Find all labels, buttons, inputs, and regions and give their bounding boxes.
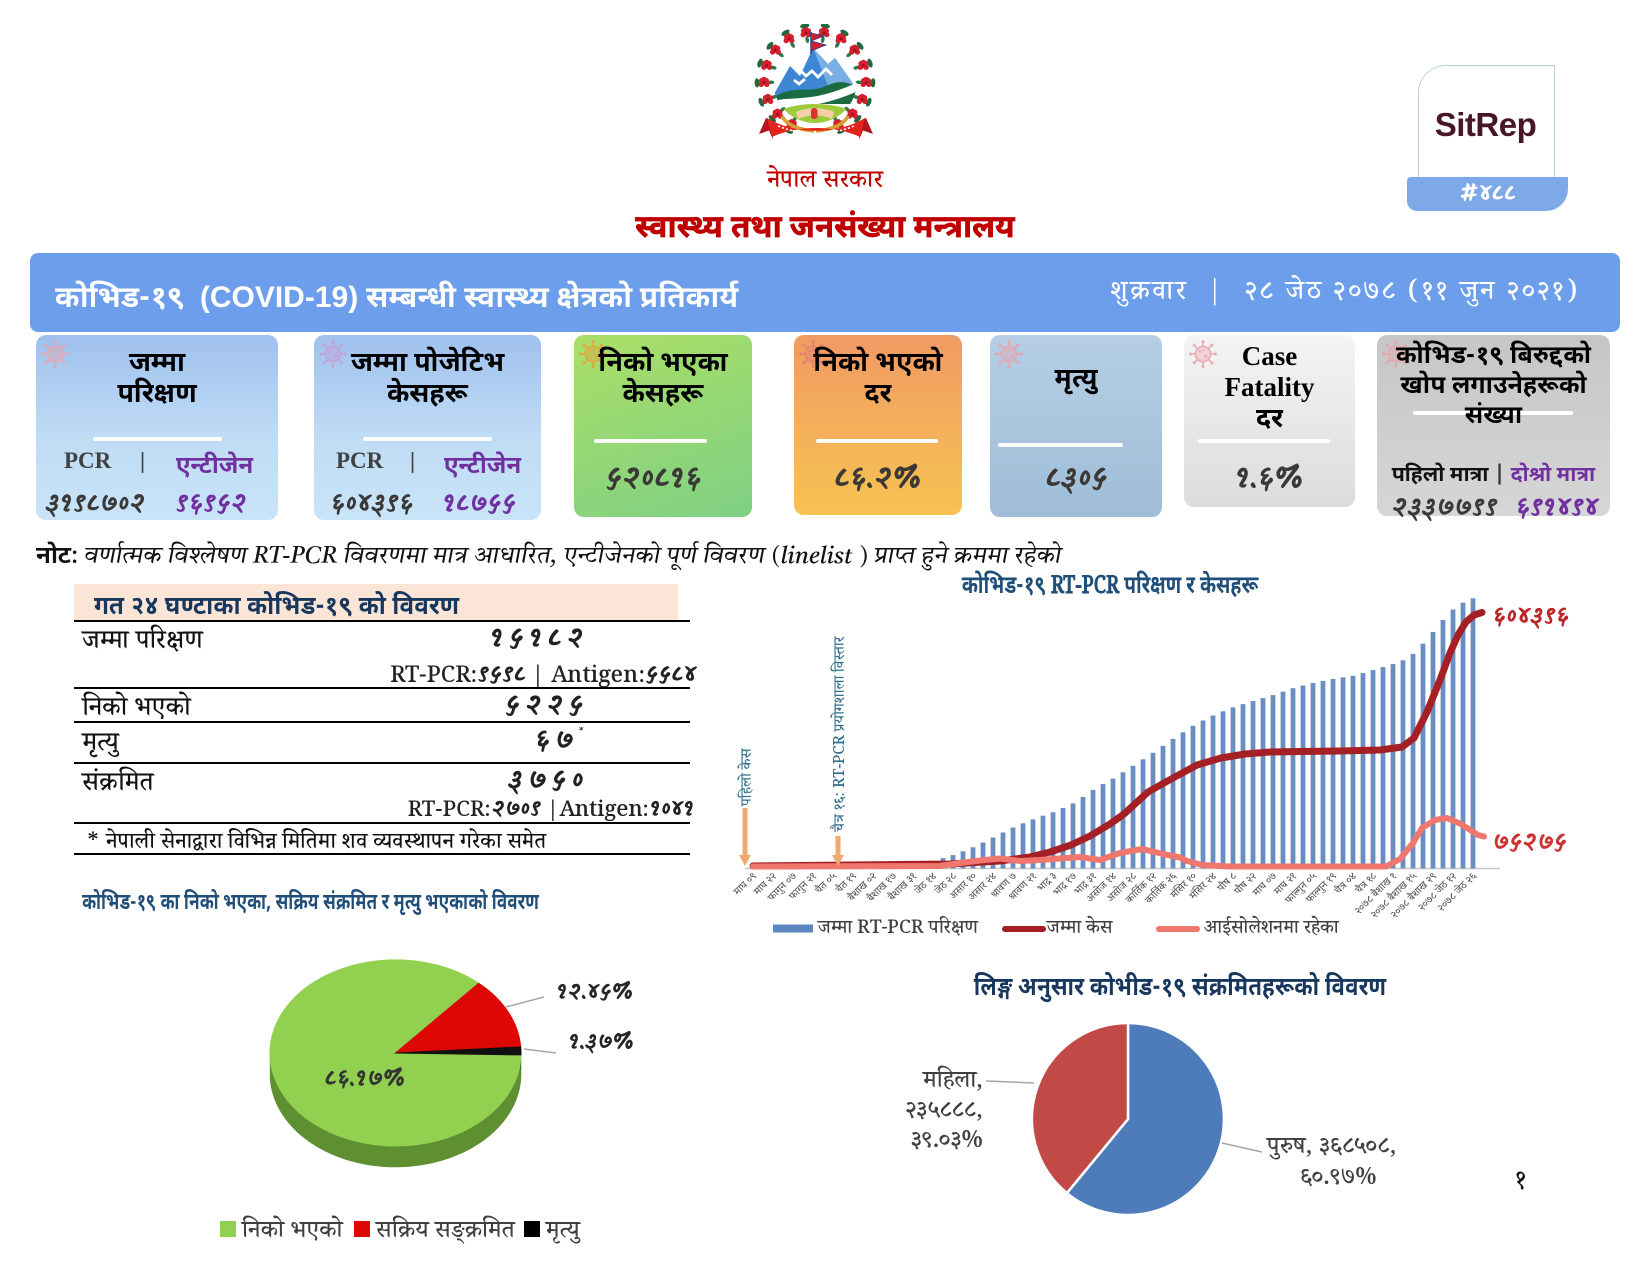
svg-text:३९.०३%: ३९.०३% bbox=[911, 1125, 983, 1162]
svg-text:कोभिड-१९ RT-PCR परिक्षण र केसह: कोभिड-१९ RT-PCR परिक्षण र केसहरू bbox=[962, 566, 1259, 609]
svg-text:महिला,: महिला, bbox=[922, 1065, 983, 1102]
svg-text:पुरुष, ३६८५०८,: पुरुष, ३६८५०८, bbox=[1266, 1131, 1396, 1168]
svg-text:जम्मा केस: जम्मा केस bbox=[1046, 915, 1114, 945]
svg-text:१२.४५%: १२.४५% bbox=[556, 976, 634, 1012]
svg-text:२३५८८८,: २३५८८८, bbox=[905, 1095, 983, 1132]
svg-text:८६.१७%: ८६.१७% bbox=[324, 1060, 406, 1099]
svg-text:जम्मा RT-PCR परिक्षण: जम्मा RT-PCR परिक्षण bbox=[817, 915, 979, 945]
svg-text:पहिलो केस: पहिलो केस bbox=[737, 748, 761, 807]
svg-text:६०.९७%: ६०.९७% bbox=[1300, 1162, 1377, 1199]
svg-text:१.३७%: १.३७% bbox=[568, 1026, 635, 1062]
svg-text:आईसोलेशनमा रहेका: आईसोलेशनमा रहेका bbox=[1204, 915, 1341, 945]
svg-text:७५२७५: ७५२७५ bbox=[1492, 824, 1567, 864]
svg-text:६०४३९६: ६०४३९६ bbox=[1492, 598, 1569, 638]
svg-text:चैत्र १६: RT-PCR प्रयोगशाला वि: चैत्र १६: RT-PCR प्रयोगशाला विस्तार bbox=[830, 636, 854, 833]
